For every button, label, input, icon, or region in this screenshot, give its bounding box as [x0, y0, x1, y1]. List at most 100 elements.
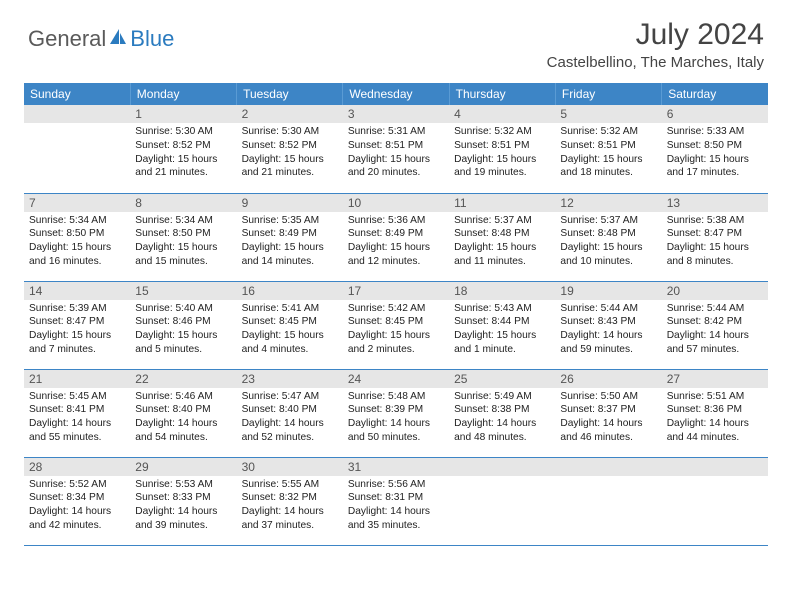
day-number: 12 [555, 194, 661, 212]
calendar-cell: 8Sunrise: 5:34 AMSunset: 8:50 PMDaylight… [130, 193, 236, 281]
day-number: 7 [24, 194, 130, 212]
weekday-header: Wednesday [343, 83, 449, 105]
day-data: Sunrise: 5:32 AMSunset: 8:51 PMDaylight:… [555, 123, 661, 184]
calendar-table: SundayMondayTuesdayWednesdayThursdayFrid… [24, 83, 768, 546]
calendar-cell: 21Sunrise: 5:45 AMSunset: 8:41 PMDayligh… [24, 369, 130, 457]
month-title: July 2024 [547, 18, 764, 52]
logo-text-general: General [28, 26, 106, 52]
calendar-week-row: 14Sunrise: 5:39 AMSunset: 8:47 PMDayligh… [24, 281, 768, 369]
day-data: Sunrise: 5:37 AMSunset: 8:48 PMDaylight:… [449, 212, 555, 273]
calendar-cell [449, 457, 555, 545]
calendar-cell: 25Sunrise: 5:49 AMSunset: 8:38 PMDayligh… [449, 369, 555, 457]
day-number: 20 [662, 282, 768, 300]
day-number: 4 [449, 105, 555, 123]
calendar-cell: 1Sunrise: 5:30 AMSunset: 8:52 PMDaylight… [130, 105, 236, 193]
day-number: 22 [130, 370, 236, 388]
weekday-header: Sunday [24, 83, 130, 105]
calendar-cell: 7Sunrise: 5:34 AMSunset: 8:50 PMDaylight… [24, 193, 130, 281]
calendar-week-row: 7Sunrise: 5:34 AMSunset: 8:50 PMDaylight… [24, 193, 768, 281]
day-data: Sunrise: 5:40 AMSunset: 8:46 PMDaylight:… [130, 300, 236, 361]
calendar-cell: 24Sunrise: 5:48 AMSunset: 8:39 PMDayligh… [343, 369, 449, 457]
day-number: 1 [130, 105, 236, 123]
day-data: Sunrise: 5:50 AMSunset: 8:37 PMDaylight:… [555, 388, 661, 449]
day-data: Sunrise: 5:42 AMSunset: 8:45 PMDaylight:… [343, 300, 449, 361]
day-data: Sunrise: 5:44 AMSunset: 8:42 PMDaylight:… [662, 300, 768, 361]
calendar-cell: 22Sunrise: 5:46 AMSunset: 8:40 PMDayligh… [130, 369, 236, 457]
day-number: 9 [237, 194, 343, 212]
day-data: Sunrise: 5:45 AMSunset: 8:41 PMDaylight:… [24, 388, 130, 449]
empty-day-number [24, 105, 130, 123]
day-number: 3 [343, 105, 449, 123]
day-data: Sunrise: 5:46 AMSunset: 8:40 PMDaylight:… [130, 388, 236, 449]
weekday-header: Monday [130, 83, 236, 105]
calendar-cell: 14Sunrise: 5:39 AMSunset: 8:47 PMDayligh… [24, 281, 130, 369]
calendar-cell [662, 457, 768, 545]
logo-text-blue: Blue [130, 26, 174, 52]
calendar-week-row: 21Sunrise: 5:45 AMSunset: 8:41 PMDayligh… [24, 369, 768, 457]
day-number: 16 [237, 282, 343, 300]
day-number: 13 [662, 194, 768, 212]
day-data: Sunrise: 5:34 AMSunset: 8:50 PMDaylight:… [130, 212, 236, 273]
calendar-cell: 6Sunrise: 5:33 AMSunset: 8:50 PMDaylight… [662, 105, 768, 193]
header: General Blue July 2024 Castelbellino, Th… [0, 0, 792, 75]
calendar-cell: 4Sunrise: 5:32 AMSunset: 8:51 PMDaylight… [449, 105, 555, 193]
calendar-cell: 3Sunrise: 5:31 AMSunset: 8:51 PMDaylight… [343, 105, 449, 193]
weekday-header: Thursday [449, 83, 555, 105]
day-data: Sunrise: 5:52 AMSunset: 8:34 PMDaylight:… [24, 476, 130, 537]
calendar-cell: 31Sunrise: 5:56 AMSunset: 8:31 PMDayligh… [343, 457, 449, 545]
calendar-cell: 26Sunrise: 5:50 AMSunset: 8:37 PMDayligh… [555, 369, 661, 457]
calendar-cell: 5Sunrise: 5:32 AMSunset: 8:51 PMDaylight… [555, 105, 661, 193]
calendar-cell: 28Sunrise: 5:52 AMSunset: 8:34 PMDayligh… [24, 457, 130, 545]
day-number: 28 [24, 458, 130, 476]
day-data: Sunrise: 5:35 AMSunset: 8:49 PMDaylight:… [237, 212, 343, 273]
day-number: 31 [343, 458, 449, 476]
day-number: 21 [24, 370, 130, 388]
day-data: Sunrise: 5:36 AMSunset: 8:49 PMDaylight:… [343, 212, 449, 273]
calendar-cell: 30Sunrise: 5:55 AMSunset: 8:32 PMDayligh… [237, 457, 343, 545]
day-number: 5 [555, 105, 661, 123]
day-data: Sunrise: 5:56 AMSunset: 8:31 PMDaylight:… [343, 476, 449, 537]
calendar-cell: 11Sunrise: 5:37 AMSunset: 8:48 PMDayligh… [449, 193, 555, 281]
calendar-cell: 2Sunrise: 5:30 AMSunset: 8:52 PMDaylight… [237, 105, 343, 193]
calendar-cell: 20Sunrise: 5:44 AMSunset: 8:42 PMDayligh… [662, 281, 768, 369]
day-number: 25 [449, 370, 555, 388]
day-number: 17 [343, 282, 449, 300]
calendar-cell [24, 105, 130, 193]
calendar-body: 1Sunrise: 5:30 AMSunset: 8:52 PMDaylight… [24, 105, 768, 545]
day-number: 15 [130, 282, 236, 300]
day-number: 10 [343, 194, 449, 212]
calendar-cell: 13Sunrise: 5:38 AMSunset: 8:47 PMDayligh… [662, 193, 768, 281]
calendar-cell: 10Sunrise: 5:36 AMSunset: 8:49 PMDayligh… [343, 193, 449, 281]
day-number: 19 [555, 282, 661, 300]
title-block: July 2024 Castelbellino, The Marches, It… [547, 18, 764, 71]
calendar-cell [555, 457, 661, 545]
day-data: Sunrise: 5:48 AMSunset: 8:39 PMDaylight:… [343, 388, 449, 449]
calendar-cell: 16Sunrise: 5:41 AMSunset: 8:45 PMDayligh… [237, 281, 343, 369]
location-text: Castelbellino, The Marches, Italy [547, 54, 764, 71]
day-data: Sunrise: 5:38 AMSunset: 8:47 PMDaylight:… [662, 212, 768, 273]
logo: General Blue [28, 18, 174, 52]
day-data: Sunrise: 5:43 AMSunset: 8:44 PMDaylight:… [449, 300, 555, 361]
empty-day-number [662, 458, 768, 476]
calendar-cell: 17Sunrise: 5:42 AMSunset: 8:45 PMDayligh… [343, 281, 449, 369]
weekday-header: Tuesday [237, 83, 343, 105]
calendar-cell: 27Sunrise: 5:51 AMSunset: 8:36 PMDayligh… [662, 369, 768, 457]
weekday-header: Saturday [662, 83, 768, 105]
day-data: Sunrise: 5:39 AMSunset: 8:47 PMDaylight:… [24, 300, 130, 361]
calendar-cell: 9Sunrise: 5:35 AMSunset: 8:49 PMDaylight… [237, 193, 343, 281]
day-number: 30 [237, 458, 343, 476]
day-data: Sunrise: 5:41 AMSunset: 8:45 PMDaylight:… [237, 300, 343, 361]
day-data: Sunrise: 5:30 AMSunset: 8:52 PMDaylight:… [237, 123, 343, 184]
logo-sail-icon [108, 27, 128, 52]
calendar-cell: 29Sunrise: 5:53 AMSunset: 8:33 PMDayligh… [130, 457, 236, 545]
day-number: 6 [662, 105, 768, 123]
day-data: Sunrise: 5:31 AMSunset: 8:51 PMDaylight:… [343, 123, 449, 184]
day-data: Sunrise: 5:55 AMSunset: 8:32 PMDaylight:… [237, 476, 343, 537]
day-data: Sunrise: 5:34 AMSunset: 8:50 PMDaylight:… [24, 212, 130, 273]
day-number: 8 [130, 194, 236, 212]
day-data: Sunrise: 5:44 AMSunset: 8:43 PMDaylight:… [555, 300, 661, 361]
day-number: 11 [449, 194, 555, 212]
calendar-cell: 15Sunrise: 5:40 AMSunset: 8:46 PMDayligh… [130, 281, 236, 369]
empty-day-number [555, 458, 661, 476]
day-data: Sunrise: 5:30 AMSunset: 8:52 PMDaylight:… [130, 123, 236, 184]
